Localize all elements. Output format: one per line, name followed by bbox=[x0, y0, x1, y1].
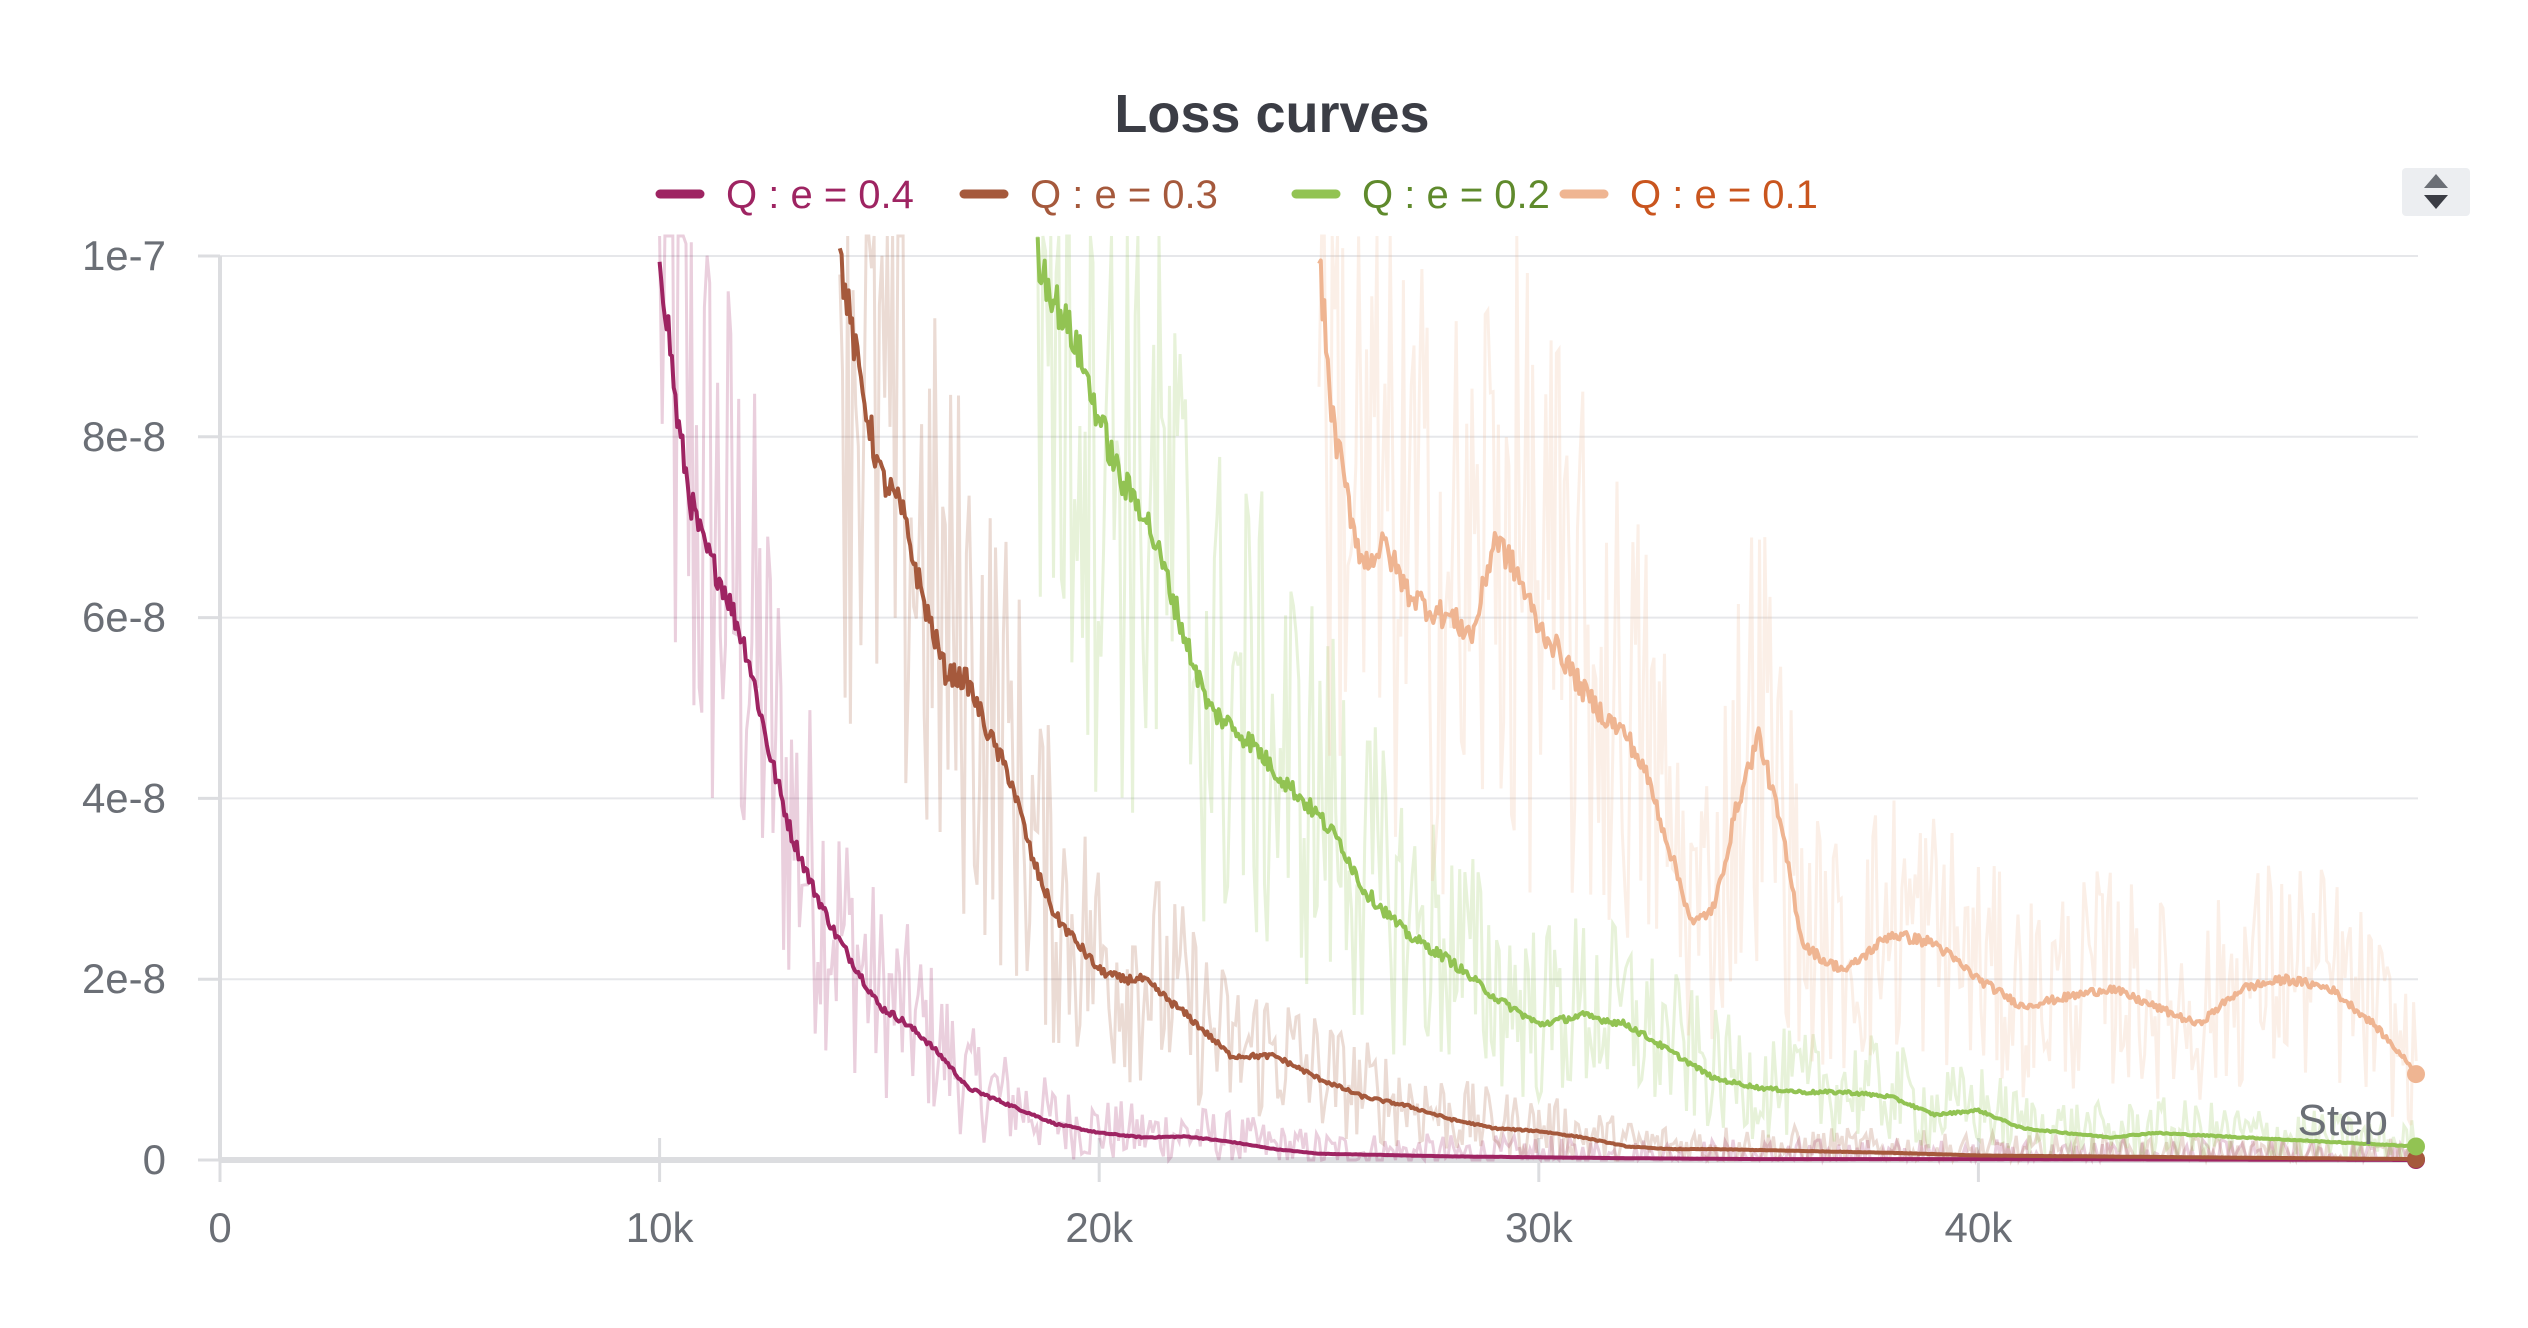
y-tick-label: 0 bbox=[143, 1136, 166, 1183]
end-point-e-03 bbox=[2407, 1150, 2425, 1169]
legend-label: Q : e = 0.3 bbox=[1030, 173, 1218, 217]
legend-label: Q : e = 0.1 bbox=[1630, 173, 1818, 217]
x-axis-title: Step bbox=[2297, 1096, 2388, 1145]
chevron-down-icon bbox=[2424, 195, 2448, 209]
y-tick-label: 2e-8 bbox=[82, 955, 166, 1002]
chart-title: Loss curves bbox=[1114, 84, 1429, 144]
grid-lines bbox=[220, 255, 2418, 981]
series-line-e-03[interactable] bbox=[837, 247, 2418, 1162]
x-tick-label: 40k bbox=[1945, 1204, 2014, 1251]
legend-scroll-button[interactable] bbox=[2402, 168, 2470, 216]
x-tick-label: 30k bbox=[1505, 1204, 1574, 1251]
series-line-e-02[interactable] bbox=[1035, 237, 2419, 1149]
series-end-points bbox=[2407, 1065, 2425, 1169]
y-tick-label: 8e-8 bbox=[82, 413, 166, 460]
series-line-e-04[interactable] bbox=[657, 261, 2419, 1162]
chevron-up-icon bbox=[2424, 174, 2448, 188]
series-line-e-01[interactable] bbox=[1317, 258, 2419, 1077]
legend-item-e-03[interactable]: Q : e = 0.3 bbox=[959, 173, 1218, 217]
legend-item-e-02[interactable]: Q : e = 0.2 bbox=[1291, 173, 1550, 217]
x-tick-label: 20k bbox=[1065, 1204, 1134, 1251]
legend-item-e-01[interactable]: Q : e = 0.1 bbox=[1559, 173, 1818, 217]
y-tick-label: 1e-7 bbox=[82, 232, 166, 279]
legend-label: Q : e = 0.2 bbox=[1362, 173, 1550, 217]
legend-item-e-04[interactable]: Q : e = 0.4 bbox=[655, 173, 914, 217]
y-tick-label: 4e-8 bbox=[82, 774, 166, 821]
legend[interactable]: Q : e = 0.4 Q : e = 0.3 Q : e = 0.2 Q : e =… bbox=[655, 173, 1818, 217]
y-tick-label: 6e-8 bbox=[82, 594, 166, 641]
x-tick-label: 0 bbox=[208, 1204, 231, 1251]
series-lines bbox=[657, 237, 2419, 1162]
end-point-e-01 bbox=[2407, 1065, 2425, 1084]
x-tick-label: 10k bbox=[626, 1204, 695, 1251]
raw-line-e-02 bbox=[1036, 234, 2419, 1163]
legend-label: Q : e = 0.4 bbox=[726, 173, 914, 217]
raw-line-e-01 bbox=[1317, 234, 2418, 1126]
y-axis-ticks: 0 2e-8 4e-8 6e-8 8e-8 1e-7 bbox=[82, 232, 220, 1183]
x-axis-ticks: 0 10k 20k 30k 40k bbox=[208, 1138, 2013, 1251]
end-point-e-02 bbox=[2407, 1137, 2425, 1156]
